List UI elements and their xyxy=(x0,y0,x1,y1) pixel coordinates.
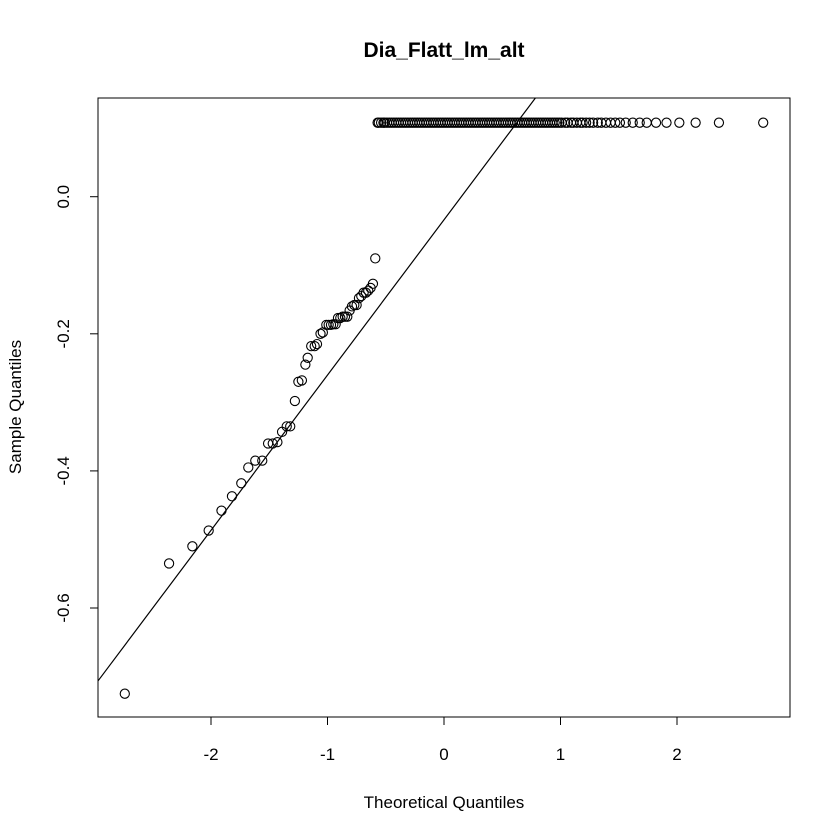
data-point xyxy=(363,285,374,296)
data-point xyxy=(592,117,603,128)
y-tick-label: -0.4 xyxy=(54,456,73,485)
data-point xyxy=(281,421,292,432)
x-tick-label: -2 xyxy=(203,745,218,764)
data-point xyxy=(296,375,308,386)
data-point xyxy=(342,311,353,322)
x-axis-label: Theoretical Quantiles xyxy=(364,793,525,812)
data-point xyxy=(577,117,588,128)
data-point xyxy=(267,438,278,449)
y-tick-label: 0.0 xyxy=(54,185,73,209)
data-point xyxy=(551,117,563,128)
x-tick-label: -1 xyxy=(320,745,335,764)
data-point xyxy=(216,505,227,516)
data-point xyxy=(119,688,130,699)
data-point xyxy=(554,117,565,128)
data-point xyxy=(243,462,254,473)
y-axis: -0.6 -0.4 -0.2 0.0 xyxy=(54,185,99,623)
data-point xyxy=(272,436,283,448)
data-point xyxy=(300,359,311,370)
data-point xyxy=(375,117,387,128)
data-point xyxy=(289,395,301,407)
data-point xyxy=(627,117,638,128)
data-point xyxy=(661,117,672,128)
data-point xyxy=(587,117,599,128)
data-point xyxy=(674,117,685,128)
data-point xyxy=(358,287,369,298)
data-point xyxy=(758,117,769,128)
data-point xyxy=(367,278,379,289)
data-point xyxy=(690,117,701,128)
data-point xyxy=(560,117,571,128)
chart-title: Dia_Flatt_lm_alt xyxy=(363,39,524,62)
data-point xyxy=(650,117,662,128)
data-point xyxy=(549,117,560,128)
data-point xyxy=(226,491,238,502)
x-axis: -2 -1 0 1 2 xyxy=(203,716,682,764)
data-point xyxy=(580,117,592,128)
data-point xyxy=(250,455,261,466)
data-point xyxy=(163,558,175,569)
data-point xyxy=(302,352,313,363)
data-point xyxy=(337,311,348,322)
qq-reference-line xyxy=(98,98,537,682)
data-point xyxy=(370,253,381,264)
x-tick-label: 2 xyxy=(672,745,681,764)
plot-area xyxy=(98,98,769,699)
data-point xyxy=(187,541,198,552)
y-tick-label: -0.2 xyxy=(54,319,73,348)
data-point xyxy=(349,299,360,311)
data-point xyxy=(713,117,725,128)
data-point xyxy=(323,319,334,331)
data-point xyxy=(620,117,631,128)
data-point xyxy=(351,299,362,311)
data-point xyxy=(315,328,326,339)
data-point xyxy=(610,117,621,128)
data-point xyxy=(614,117,626,128)
data-point xyxy=(257,455,268,466)
data-point xyxy=(335,312,346,324)
data-point xyxy=(346,301,358,312)
data-point xyxy=(203,525,214,536)
y-axis-label: Sample Quantiles xyxy=(6,340,25,474)
data-point xyxy=(584,117,595,128)
data-point xyxy=(311,338,323,350)
data-point xyxy=(285,421,296,432)
data-point xyxy=(634,117,645,128)
data-point xyxy=(309,340,320,352)
x-tick-label: 1 xyxy=(556,745,565,764)
y-tick-label: -0.6 xyxy=(54,593,73,622)
data-point xyxy=(373,117,384,128)
x-tick-label: 0 xyxy=(439,745,448,764)
data-point xyxy=(236,478,247,489)
data-point xyxy=(306,340,317,352)
